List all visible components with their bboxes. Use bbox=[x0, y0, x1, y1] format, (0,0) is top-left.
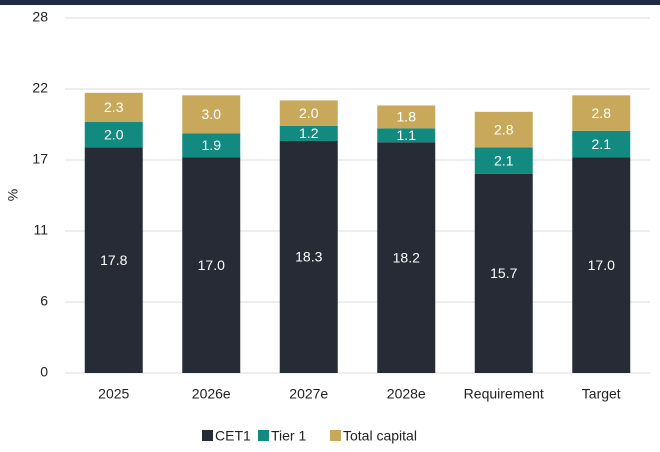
top-bar bbox=[0, 0, 660, 5]
legend-swatch bbox=[330, 430, 341, 441]
legend-swatch bbox=[258, 430, 269, 441]
y-tick-label: 28 bbox=[32, 9, 48, 25]
x-tick-label: 2027e bbox=[289, 386, 328, 402]
bar-segment bbox=[474, 173, 533, 373]
y-tick-label: 0 bbox=[40, 364, 48, 380]
bar-segment bbox=[377, 142, 436, 373]
bar-segment bbox=[377, 105, 436, 129]
bar-segment bbox=[572, 130, 631, 158]
data-label: 2.3 bbox=[104, 99, 124, 115]
data-label: 18.3 bbox=[295, 249, 322, 265]
legend-label: Tier 1 bbox=[271, 428, 306, 444]
bar-segment bbox=[84, 147, 143, 373]
legend-swatch bbox=[202, 430, 213, 441]
legend-label: CET1 bbox=[215, 428, 251, 444]
bar-segment bbox=[182, 133, 241, 158]
y-tick-label: 6 bbox=[40, 293, 48, 309]
bar-segment bbox=[84, 92, 143, 122]
bar-segment bbox=[279, 125, 338, 141]
data-label: 1.2 bbox=[299, 125, 319, 141]
data-label: 3.0 bbox=[202, 106, 222, 122]
x-tick-label: Requirement bbox=[464, 386, 544, 402]
bar-segment bbox=[182, 157, 241, 373]
x-tick-label: 2026e bbox=[192, 386, 231, 402]
y-tick-label: 11 bbox=[33, 222, 48, 238]
bar-segment bbox=[572, 95, 631, 131]
bar-segment bbox=[377, 128, 436, 143]
data-label: 2.1 bbox=[494, 152, 514, 168]
bar-segment bbox=[474, 111, 533, 148]
bar-segment bbox=[572, 157, 631, 373]
data-label: 15.7 bbox=[490, 265, 517, 281]
x-tick-label: 2025 bbox=[98, 386, 129, 402]
bar-segment bbox=[279, 140, 338, 373]
data-label: 17.0 bbox=[198, 257, 225, 273]
y-tick-label: 22 bbox=[32, 80, 48, 96]
data-label: 2.0 bbox=[299, 105, 319, 121]
data-label: 2.1 bbox=[592, 136, 612, 152]
data-label: 17.8 bbox=[100, 252, 127, 268]
data-label: 18.2 bbox=[393, 249, 420, 265]
data-label: 2.8 bbox=[592, 105, 612, 121]
bar-segment bbox=[84, 121, 143, 148]
y-tick-label: 17 bbox=[32, 151, 48, 167]
data-label: 1.1 bbox=[397, 127, 417, 143]
data-label: 1.9 bbox=[202, 137, 222, 153]
data-label: 17.0 bbox=[588, 257, 615, 273]
bar-segment bbox=[279, 100, 338, 126]
bar-segment bbox=[182, 95, 241, 134]
data-label: 1.8 bbox=[397, 109, 417, 125]
x-tick-label: 2028e bbox=[387, 386, 426, 402]
bar-segment bbox=[474, 147, 533, 174]
data-label: 2.8 bbox=[494, 121, 514, 137]
y-axis-label: % bbox=[5, 189, 21, 201]
x-tick-label: Target bbox=[582, 386, 621, 402]
legend-label: Total capital bbox=[343, 428, 417, 444]
data-label: 2.0 bbox=[104, 126, 124, 142]
